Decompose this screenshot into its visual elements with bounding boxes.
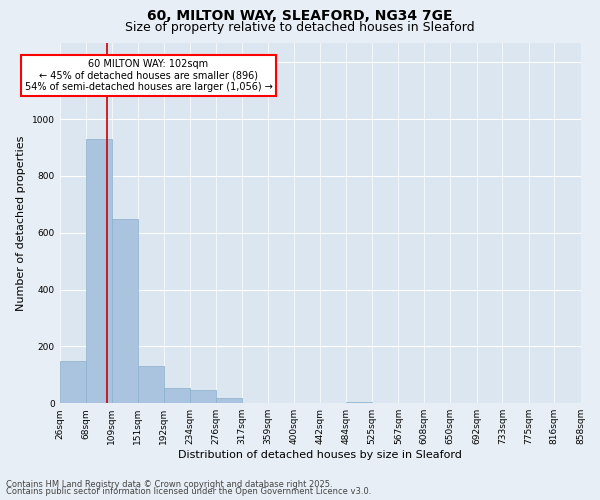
Bar: [138, 366, 164, 403]
Text: Contains HM Land Registry data © Crown copyright and database right 2025.: Contains HM Land Registry data © Crown c…: [6, 480, 332, 489]
Text: 60, MILTON WAY, SLEAFORD, NG34 7GE: 60, MILTON WAY, SLEAFORD, NG34 7GE: [147, 9, 453, 23]
Bar: [190, 390, 216, 403]
Bar: [164, 388, 190, 403]
X-axis label: Distribution of detached houses by size in Sleaford: Distribution of detached houses by size …: [178, 450, 462, 460]
Text: Size of property relative to detached houses in Sleaford: Size of property relative to detached ho…: [125, 21, 475, 34]
Y-axis label: Number of detached properties: Number of detached properties: [16, 135, 26, 310]
Text: Contains public sector information licensed under the Open Government Licence v3: Contains public sector information licen…: [6, 487, 371, 496]
Bar: [346, 402, 372, 403]
Bar: [216, 398, 242, 403]
Bar: [59, 360, 86, 403]
Bar: [112, 218, 138, 403]
Bar: [86, 139, 112, 403]
Text: 60 MILTON WAY: 102sqm
← 45% of detached houses are smaller (896)
54% of semi-det: 60 MILTON WAY: 102sqm ← 45% of detached …: [25, 58, 272, 92]
